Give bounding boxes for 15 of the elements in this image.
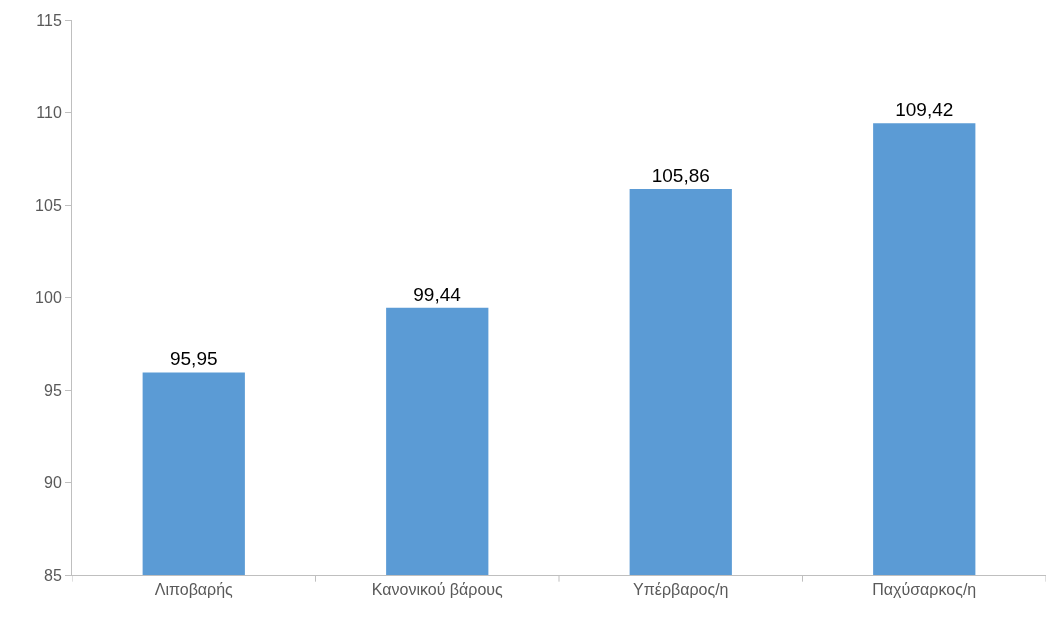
y-tick-label: 95 — [44, 381, 62, 399]
x-tick-label: Υπέρβαρος/η — [633, 581, 729, 599]
y-tick-label: 90 — [44, 474, 62, 492]
x-tick-label: Παχύσαρκος/η — [872, 581, 977, 599]
y-tick-label: 115 — [36, 11, 62, 29]
data-label: 109,42 — [895, 99, 954, 121]
data-label: 99,44 — [413, 283, 462, 305]
y-tick-label: 100 — [35, 289, 62, 307]
x-tick-label: Κανονικού βάρους — [371, 581, 504, 599]
y-tick-label: 85 — [44, 566, 62, 584]
y-tick-label: 110 — [36, 104, 62, 122]
data-label: 95,95 — [169, 348, 218, 370]
x-tick-label: Λιποβαρής — [154, 581, 234, 599]
y-tick-label: 105 — [35, 196, 62, 214]
data-label: 105,86 — [651, 165, 710, 187]
